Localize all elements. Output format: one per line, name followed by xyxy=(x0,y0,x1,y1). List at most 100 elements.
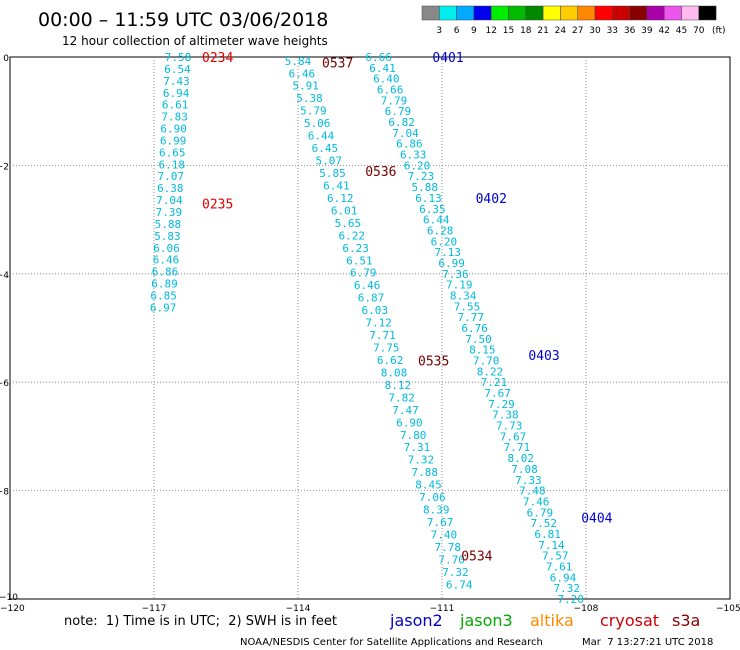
wave-height-label: 7.04 xyxy=(392,127,419,140)
wave-height-label: 7.47 xyxy=(392,404,419,417)
wave-height-label: 7.48 xyxy=(519,485,546,498)
wave-height-label: 7.40 xyxy=(431,529,458,542)
wave-height-label: 7.06 xyxy=(419,491,446,504)
wave-height-label: 7.39 xyxy=(156,206,183,219)
wave-height-label: 7.08 xyxy=(511,463,538,476)
grid-lines xyxy=(10,57,730,599)
wave-height-label: 8.15 xyxy=(469,344,496,357)
wave-height-label: 6.79 xyxy=(385,105,412,118)
wave-height-label: 6.94 xyxy=(163,87,190,100)
colorbar-swatch xyxy=(439,5,457,21)
pass-time-label: 0534 xyxy=(461,550,492,565)
wave-height-label: 6.23 xyxy=(342,242,369,255)
wave-height-label: 6.90 xyxy=(396,416,423,429)
colorbar-label: 12 xyxy=(485,26,496,36)
plot-area: 7.586.547.436.946.617.836.906.996.656.18… xyxy=(9,51,731,606)
credit-text: NOAA/NESDIS Center for Satellite Applica… xyxy=(240,637,543,648)
colorbar-swatch xyxy=(560,5,578,21)
wave-height-label: 7.71 xyxy=(504,441,531,454)
wave-height-label: 5.88 xyxy=(155,218,182,231)
wave-height-label: 6.35 xyxy=(419,203,446,216)
wave-height-label: 6.06 xyxy=(153,242,180,255)
x-tick-label: −108 xyxy=(574,604,599,614)
wave-height-label: 6.99 xyxy=(438,257,465,270)
wave-height-label: 7.67 xyxy=(484,387,511,400)
y-tick-labels: 0 −2 −4 −6 −8 xyxy=(0,54,9,498)
wave-height-label: 7.82 xyxy=(388,391,415,404)
x-tick-labels: −117 −114 −111 −108 xyxy=(142,604,599,614)
y-tick-label: −2 xyxy=(0,162,9,172)
colorbar-swatch xyxy=(612,5,630,21)
wave-height-label: 8.45 xyxy=(415,479,442,492)
corner-label-xmax: −105 xyxy=(716,604,740,614)
colorbar-label: 18 xyxy=(520,26,532,36)
wave-height-label: 7.61 xyxy=(546,560,573,573)
pass-time-labels: 0234 0235 0537 0536 0535 0534 0401 0402 0403 0404 xyxy=(202,51,613,565)
x-tick-label: −114 xyxy=(286,604,311,614)
wave-height-label: 8.22 xyxy=(477,365,504,378)
wave-height-label: 5.79 xyxy=(300,105,327,118)
wave-height-label: 5.91 xyxy=(292,80,319,93)
colorbar-label: 42 xyxy=(658,26,669,36)
wave-height-label: 7.19 xyxy=(446,279,473,292)
wave-height-label: 6.66 xyxy=(365,51,392,64)
colorbar-swatch xyxy=(594,5,613,21)
colorbar-label: 33 xyxy=(607,26,618,36)
colorbar-swatch xyxy=(646,5,665,21)
wave-height-label: 6.51 xyxy=(346,254,373,267)
wave-height-label: 6.66 xyxy=(377,84,404,97)
wave-height-label: 6.62 xyxy=(377,354,404,367)
wave-height-label: 6.54 xyxy=(164,63,191,76)
wave-height-label: 6.13 xyxy=(415,192,442,205)
wave-height-label: 7.80 xyxy=(400,429,427,442)
plot-frame xyxy=(9,56,731,600)
wave-height-label: 7.88 xyxy=(411,466,438,479)
wave-height-label: 6.44 xyxy=(308,130,335,143)
wave-height-label: 7.83 xyxy=(161,111,188,124)
satellite-legend-s3a: s3a xyxy=(672,611,700,630)
colorbar-label: 21 xyxy=(537,26,548,36)
wave-height-label: 7.33 xyxy=(515,474,542,487)
colorbar-swatch xyxy=(681,5,700,21)
colorbar-swatch xyxy=(421,5,440,21)
wave-height-label: 7.32 xyxy=(408,454,435,467)
wave-height-label: 7.31 xyxy=(404,441,431,454)
wave-height-label: 6.81 xyxy=(534,528,561,541)
colorbar-label: 39 xyxy=(641,26,653,36)
wave-height-label: 6.79 xyxy=(527,506,554,519)
wave-height-label: 6.40 xyxy=(373,73,400,86)
wave-height-label: 6.45 xyxy=(312,142,339,155)
colorbar-label: 30 xyxy=(589,26,601,36)
colorbar-label: 24 xyxy=(555,26,567,36)
wave-height-label: 7.70 xyxy=(473,355,500,368)
wave-height-label: 7.73 xyxy=(496,420,523,433)
wave-height-label: 5.38 xyxy=(296,92,323,105)
wave-height-label: 6.46 xyxy=(153,254,180,267)
colorbar-swatch xyxy=(577,5,596,21)
colorbar-label: 70 xyxy=(693,26,705,36)
wave-height-label: 6.22 xyxy=(339,229,366,242)
pass-time-label: 0235 xyxy=(202,197,233,212)
altimeter-track: 6.666.416.406.667.796.796.827.046.866.33… xyxy=(365,51,584,606)
wave-height-label: 5.84 xyxy=(285,55,312,68)
wave-height-label: 7.57 xyxy=(542,550,569,563)
wave-height-label: 7.79 xyxy=(381,94,408,107)
wave-height-label: 6.65 xyxy=(159,146,186,159)
wave-height-label: 7.55 xyxy=(454,300,481,313)
wave-height-label: 7.20 xyxy=(557,593,584,606)
pass-time-label: 0535 xyxy=(418,355,449,370)
pass-time-label: 0536 xyxy=(365,165,396,180)
colorbar-swatch xyxy=(663,5,682,21)
wave-height-label: 7.23 xyxy=(408,170,435,183)
colorbar-swatch xyxy=(490,5,509,21)
wave-height-label: 6.18 xyxy=(159,158,186,171)
wave-height-label: 7.12 xyxy=(365,317,392,330)
colorbar-unit: (ft) xyxy=(712,26,726,36)
wave-height-label: 6.33 xyxy=(400,149,427,162)
colorbar-swatch xyxy=(508,5,527,21)
colorbar-swatch xyxy=(629,5,648,21)
satellite-legend-jason2: jason2 xyxy=(389,611,443,630)
altimeter-track: 5.846.465.915.385.795.066.446.455.075.85… xyxy=(285,55,473,592)
y-tick-label: 0 xyxy=(3,54,9,64)
